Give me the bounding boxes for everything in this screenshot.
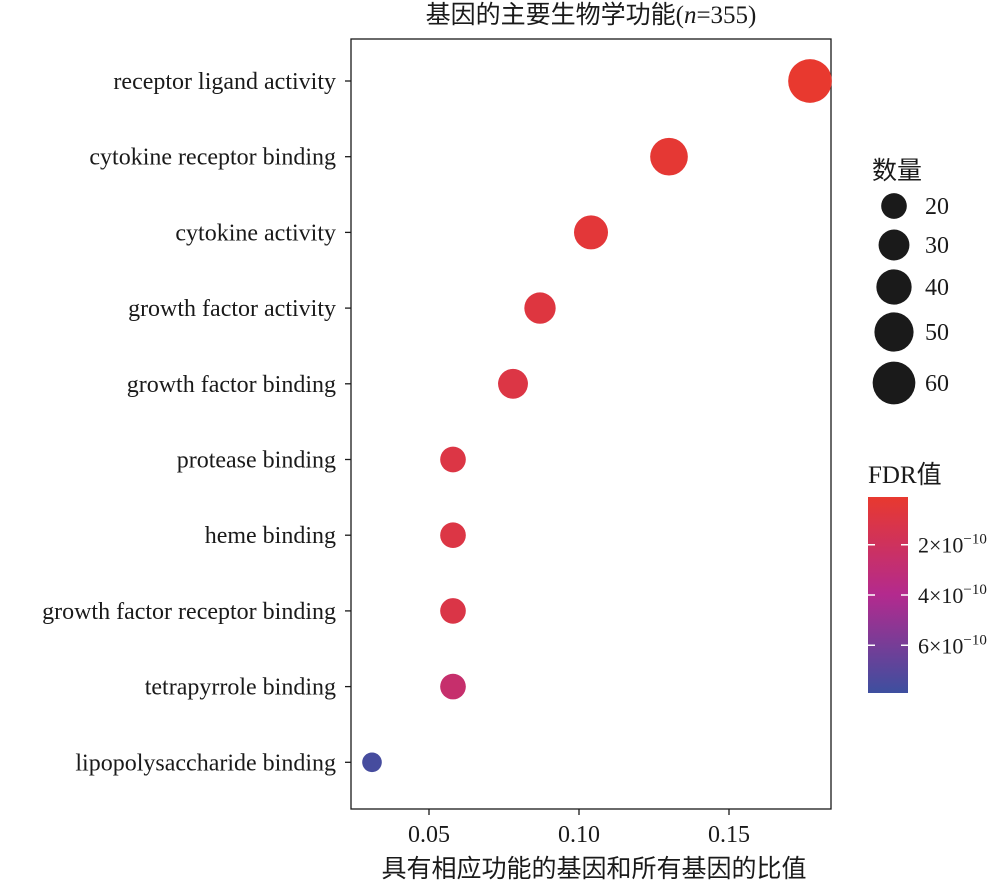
data-point bbox=[524, 292, 556, 324]
color-legend: FDR值 2×10−10 4×10−10 6×10−10 bbox=[868, 461, 987, 693]
y-tick-label: growth factor activity bbox=[128, 296, 336, 322]
y-tick-label: heme binding bbox=[205, 523, 336, 549]
size-legend-dot bbox=[874, 312, 914, 352]
color-legend-title: FDR值 bbox=[868, 461, 942, 489]
color-legend-label: 6×10−10 bbox=[918, 632, 987, 658]
y-tick-label: tetrapyrrole binding bbox=[145, 675, 336, 701]
data-point bbox=[440, 522, 466, 549]
size-legend-dot bbox=[881, 193, 907, 219]
data-points bbox=[362, 59, 832, 773]
color-legend-label: 2×10−10 bbox=[918, 532, 987, 558]
data-point bbox=[650, 137, 688, 176]
y-tick-label: cytokine activity bbox=[175, 220, 336, 246]
y-tick-label: growth factor receptor binding bbox=[42, 599, 336, 625]
x-tick-label: 0.10 bbox=[558, 822, 600, 848]
size-legend-label: 30 bbox=[925, 233, 949, 259]
data-point bbox=[573, 215, 609, 250]
color-legend-label: 4×10−10 bbox=[918, 582, 987, 608]
x-axis-label: 具有相应功能的基因和所有基因的比值 bbox=[381, 855, 806, 883]
size-legend-label: 40 bbox=[925, 275, 949, 301]
data-point bbox=[440, 598, 466, 624]
x-tick-label: 0.05 bbox=[408, 822, 450, 848]
y-tick-label: protease binding bbox=[177, 448, 336, 474]
size-legend-label: 60 bbox=[925, 371, 949, 397]
data-point bbox=[440, 446, 466, 473]
size-legend-title: 数量 bbox=[872, 157, 922, 185]
y-axis: receptor ligand activity cytokine recepto… bbox=[42, 69, 351, 776]
size-legend: 数量 20 30 40 50 60 bbox=[872, 157, 949, 405]
plot-panel bbox=[350, 38, 832, 810]
y-tick-label: receptor ligand activity bbox=[113, 69, 336, 95]
size-legend-dot bbox=[872, 361, 916, 405]
size-legend-dot bbox=[876, 269, 912, 305]
chart-title: 基因的主要生物学功能(n=355) bbox=[426, 1, 757, 29]
data-point bbox=[498, 368, 528, 399]
y-tick-label: cytokine receptor binding bbox=[89, 145, 336, 171]
y-tick-label: lipopolysaccharide binding bbox=[75, 750, 336, 776]
data-point bbox=[440, 673, 466, 700]
data-point bbox=[788, 59, 832, 103]
x-tick-label: 0.15 bbox=[708, 822, 750, 848]
size-legend-dot bbox=[878, 229, 910, 261]
size-legend-label: 20 bbox=[925, 194, 949, 220]
y-tick-label: growth factor binding bbox=[127, 372, 336, 398]
size-legend-label: 50 bbox=[925, 320, 949, 346]
data-point bbox=[362, 752, 382, 773]
x-axis: 0.05 0.10 0.15 bbox=[408, 809, 750, 848]
